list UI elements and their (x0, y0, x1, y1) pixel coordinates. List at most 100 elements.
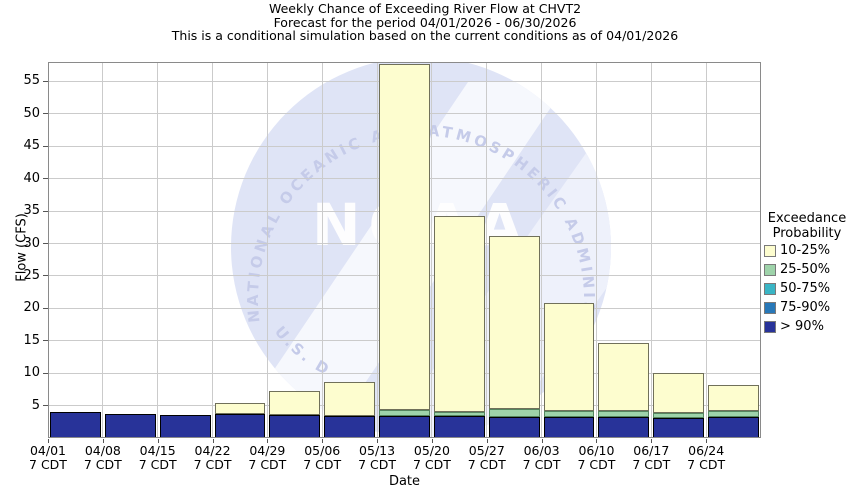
x-tick-date: 04/22 (194, 443, 231, 458)
bar-segment (598, 411, 650, 417)
bar-segment (379, 415, 430, 438)
bar-segment (708, 417, 759, 438)
legend-swatch (764, 244, 776, 257)
legend-item-label: 25-50% (780, 262, 831, 277)
legend-item: 25-50% (764, 260, 850, 279)
bar-segment (379, 410, 430, 416)
y-tick-label: 15 (23, 332, 40, 348)
y-tick-label: 5 (31, 397, 40, 413)
bar-segment (50, 412, 101, 438)
x-tick-time: 7 CDT (467, 457, 506, 472)
x-tick-label: 06/24 7 CDT (678, 444, 734, 472)
y-tick-mark (43, 178, 48, 180)
x-tick-label: 05/20 7 CDT (404, 444, 460, 472)
legend-item: 75-90% (764, 298, 850, 317)
grid-line-vertical (595, 62, 597, 438)
legend-item: 10-25% (764, 241, 850, 260)
grid-line-vertical (541, 62, 543, 438)
legend-item-label: 50-75% (780, 281, 831, 296)
chart-subtitle-conditions: This is a conditional simulation based o… (171, 28, 679, 43)
x-tick-label: 06/03 7 CDT (514, 444, 570, 472)
y-tick-mark (43, 405, 48, 407)
x-tick-time: 7 CDT (412, 457, 451, 472)
legend-item-label: > 90% (780, 319, 824, 334)
x-tick-mark (596, 439, 598, 443)
x-tick-label: 05/06 7 CDT (294, 444, 350, 472)
x-tick-mark (48, 439, 49, 443)
x-tick-time: 7 CDT (29, 457, 67, 472)
grid-line-vertical (321, 62, 323, 438)
legend-swatch (764, 282, 776, 295)
bar-segment (543, 410, 595, 417)
legend: Exceedance Probability 10-25% 25-50% 50-75… (764, 211, 850, 336)
x-tick-mark (157, 439, 159, 443)
y-tick-mark (43, 145, 48, 147)
bar-segment (214, 414, 266, 438)
x-tick-date: 06/17 (633, 443, 670, 458)
x-tick-mark (651, 439, 653, 443)
bar-segment (159, 415, 211, 438)
bar-segment (543, 302, 595, 411)
x-tick-time: 7 CDT (248, 457, 287, 472)
legend-item: > 90% (764, 317, 850, 336)
bar-segment (488, 408, 540, 418)
y-tick-mark (43, 275, 48, 277)
x-tick-date: 04/15 (139, 443, 176, 458)
grid-line-vertical (157, 62, 159, 438)
x-tick-date: 04/29 (249, 443, 286, 458)
x-tick-label: 04/29 7 CDT (239, 444, 295, 472)
bar-segment (324, 382, 376, 416)
legend-items: 10-25% 25-50% 50-75% 75-90% > 90% (764, 241, 850, 336)
y-tick-mark (43, 307, 48, 309)
x-tick-label: 06/17 7 CDT (623, 444, 679, 472)
x-tick-mark (431, 439, 433, 443)
bar-segment (708, 385, 759, 412)
grid-line-vertical (486, 62, 488, 438)
y-tick-label: 20 (23, 300, 40, 316)
x-tick-date: 04/08 (84, 443, 121, 458)
grid-line-vertical (650, 62, 652, 438)
x-tick-label: 05/13 7 CDT (349, 444, 405, 472)
y-tick-mark (43, 80, 48, 82)
x-tick-date: 05/06 (304, 443, 341, 458)
bar-segment (598, 416, 650, 438)
y-tick-mark (43, 372, 48, 374)
bar-segment (598, 342, 650, 412)
bar-segment (269, 391, 321, 415)
x-tick-date: 04/01 (29, 443, 67, 458)
x-tick-date: 05/20 (413, 443, 450, 458)
y-tick-label: 10 (23, 365, 40, 381)
bar-segment (653, 372, 705, 413)
x-tick-time: 7 CDT (138, 457, 177, 472)
y-tick-mark (43, 340, 48, 342)
y-tick-label: 55 (23, 73, 40, 89)
x-tick-label: 05/27 7 CDT (459, 444, 515, 472)
x-tick-mark (267, 439, 269, 443)
legend-swatch (764, 263, 776, 276)
x-tick-time: 7 CDT (522, 457, 561, 472)
x-tick-date: 05/27 (468, 443, 505, 458)
x-tick-time: 7 CDT (687, 457, 726, 472)
y-tick-label: 35 (23, 203, 40, 219)
bar-segment (214, 402, 266, 414)
x-tick-time: 7 CDT (632, 457, 671, 472)
x-tick-time: 7 CDT (303, 457, 342, 472)
y-tick-label: 30 (23, 235, 40, 251)
bar-segment (324, 415, 376, 438)
bar-segment (653, 417, 705, 438)
x-tick-label: 06/10 7 CDT (568, 444, 624, 472)
x-tick-date: 06/10 (578, 443, 615, 458)
x-tick-label: 04/15 7 CDT (130, 444, 186, 472)
grid-line-vertical (212, 62, 214, 438)
bar-segment (488, 235, 540, 409)
legend-item: 50-75% (764, 279, 850, 298)
bar-segment (488, 417, 540, 438)
y-tick-label: 50 (23, 105, 40, 121)
x-tick-date: 06/03 (523, 443, 560, 458)
y-tick-mark (43, 113, 48, 115)
x-axis-title: Date (388, 474, 421, 489)
grid-line-vertical (266, 62, 268, 438)
y-tick-mark (43, 210, 48, 212)
x-tick-time: 7 CDT (358, 457, 397, 472)
plot-area: NATIONAL OCEANIC AND ATMOSPHERIC ADMINIS… (48, 62, 761, 438)
